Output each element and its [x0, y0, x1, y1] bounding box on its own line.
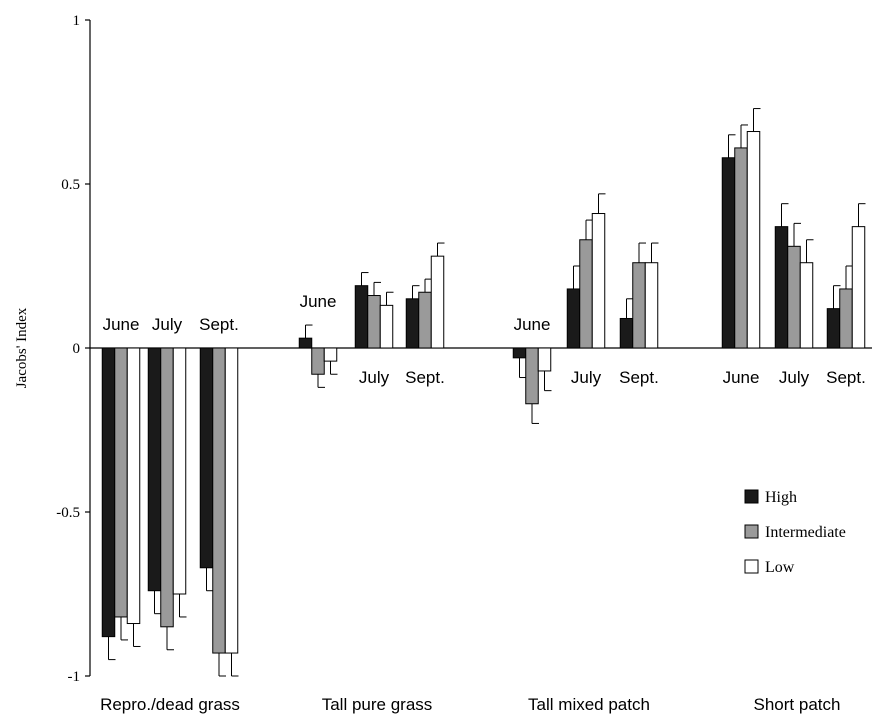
bar	[787, 245, 801, 349]
y-tick-label: 1	[73, 13, 81, 29]
bar	[826, 308, 841, 349]
bar	[839, 288, 853, 349]
bar	[147, 347, 162, 592]
group-label: Tall mixed patch	[528, 695, 650, 714]
bar	[114, 347, 128, 618]
month-label: July	[571, 368, 602, 387]
month-label: Sept.	[619, 368, 659, 387]
month-label: July	[152, 315, 183, 334]
bar	[101, 347, 116, 638]
bar	[525, 347, 539, 405]
bar	[126, 347, 141, 625]
bar	[579, 239, 593, 349]
bar	[537, 347, 552, 372]
bar	[746, 131, 761, 349]
group-label: Tall pure grass	[322, 695, 433, 714]
group-label: Short patch	[754, 695, 841, 714]
month-label: June	[723, 368, 760, 387]
legend-label: Intermediate	[765, 524, 846, 541]
group-label: Repro./dead grass	[100, 695, 240, 714]
legend-swatch	[744, 489, 759, 504]
bar	[298, 337, 313, 349]
bar	[566, 288, 581, 349]
bar	[591, 213, 606, 349]
bar	[311, 347, 325, 375]
y-tick-label: 0.5	[61, 177, 80, 193]
month-label: Sept.	[199, 315, 239, 334]
month-label: June	[300, 292, 337, 311]
bar	[430, 255, 445, 349]
bar	[172, 347, 187, 595]
bar	[851, 226, 866, 349]
bar	[734, 147, 748, 349]
bar	[644, 262, 659, 349]
legend-swatch	[744, 559, 759, 574]
bar	[367, 295, 381, 349]
y-tick-label: 0	[73, 341, 81, 357]
legend: High Intermediate Low	[744, 489, 846, 576]
bar	[632, 262, 646, 349]
bar	[418, 291, 432, 349]
month-label: July	[779, 368, 810, 387]
bar	[619, 317, 634, 349]
legend-label: High	[765, 489, 797, 506]
bar	[405, 298, 420, 349]
month-label: Sept.	[405, 368, 445, 387]
bar	[774, 226, 789, 349]
bar	[799, 262, 814, 349]
y-tick-label: -0.5	[56, 505, 80, 521]
bar	[199, 347, 214, 569]
bar	[212, 347, 226, 654]
bar	[224, 347, 239, 654]
legend-label: Low	[765, 559, 795, 576]
y-tick-label: -1	[68, 669, 81, 685]
month-label: June	[514, 315, 551, 334]
y-axis-label: Jacobs' Index	[14, 307, 30, 388]
month-label: June	[103, 315, 140, 334]
bar	[323, 347, 338, 362]
bar	[721, 157, 736, 349]
month-label: Sept.	[826, 368, 866, 387]
bar	[379, 304, 394, 349]
legend-swatch	[744, 524, 759, 539]
month-label: July	[359, 368, 390, 387]
labels: June July Sept. Repro./dead grass June July Se…	[100, 292, 866, 714]
bar	[512, 347, 527, 359]
bar	[354, 285, 369, 349]
bars	[101, 108, 866, 677]
bar	[160, 347, 174, 628]
